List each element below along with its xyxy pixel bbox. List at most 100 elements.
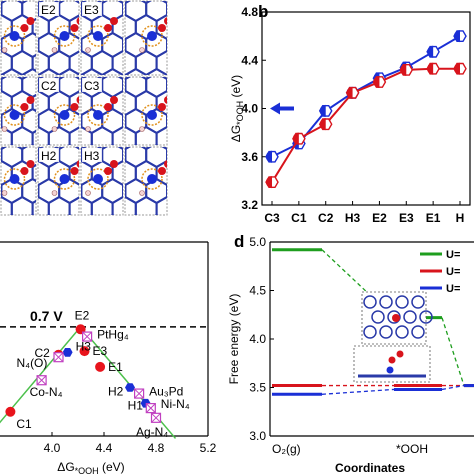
x-tick-label: C2 xyxy=(318,211,334,225)
oxygen-atom xyxy=(164,96,167,104)
x-tick-label: 5.2 xyxy=(200,441,217,455)
point-label: Co-N₄ xyxy=(30,385,63,399)
point-label: Ag-N₄ xyxy=(136,425,168,439)
inset-ring xyxy=(419,310,433,324)
point-label: E2 xyxy=(75,308,90,322)
point-marker-cross xyxy=(151,412,161,423)
oxygen-atom xyxy=(104,167,112,175)
point-marker xyxy=(125,383,135,392)
x-tick-label: 4.8 xyxy=(148,441,165,455)
metal-atom xyxy=(59,110,70,120)
legend-label: U= xyxy=(446,283,460,295)
active-site-ring xyxy=(53,25,76,47)
active-site-ring xyxy=(3,104,26,126)
lattice-bond xyxy=(155,49,167,75)
state-label: *OOH xyxy=(396,442,428,456)
lattice-bond xyxy=(31,53,36,73)
metal-atom xyxy=(147,110,157,120)
data-point-half xyxy=(373,75,380,88)
metal-atom xyxy=(93,110,103,120)
point-marker-cross xyxy=(36,375,47,386)
hydrogen-atom xyxy=(51,190,58,196)
structure-cell: C2 xyxy=(37,76,80,146)
lattice-bond xyxy=(111,195,123,215)
energy-connector xyxy=(321,388,395,395)
y-axis-label: ΔG*OOH (eV) xyxy=(229,75,245,142)
oxygen-atom xyxy=(70,24,79,32)
data-point-half xyxy=(454,30,460,43)
lattice-bond xyxy=(111,49,123,75)
x-tick-label: H3 xyxy=(345,211,361,225)
active-site-ring xyxy=(87,25,109,47)
hydrogen-atom xyxy=(139,190,145,196)
oxygen-atom xyxy=(392,314,400,322)
data-point-half xyxy=(266,176,272,189)
point-label: N₄(O) xyxy=(17,356,48,370)
lattice-bond xyxy=(111,125,123,145)
lattice-bond xyxy=(31,129,36,145)
hydrogen-atom xyxy=(51,126,58,132)
structure-label: E2 xyxy=(41,3,56,17)
structure-cell xyxy=(0,146,37,216)
data-point-half xyxy=(427,62,434,75)
hydrogen-atom xyxy=(1,47,8,53)
metal-atom xyxy=(9,174,20,184)
chart-b: 3.2 3.6 4.0 4.4 4.8 C3 C1 C2 H3 E2 E3 E1 H ΔG*OOH (eV… xyxy=(229,5,471,225)
oxygen-atom xyxy=(76,96,79,104)
lattice xyxy=(81,147,123,215)
structure-inset xyxy=(353,345,431,383)
potential-annotation: 0.7 V xyxy=(30,308,63,324)
energy-connector xyxy=(321,249,395,319)
structure-label: C3 xyxy=(84,79,100,93)
hydrogen-atom xyxy=(85,190,91,196)
lattice xyxy=(1,77,36,145)
point-label: C2 xyxy=(35,346,51,360)
metal-atom xyxy=(59,31,70,41)
hydrogen-atom xyxy=(1,126,8,132)
lattice xyxy=(125,147,167,215)
oxygen-atom xyxy=(104,24,112,32)
y-tick-label: 3.2 xyxy=(241,198,258,212)
inset-ring xyxy=(371,310,385,324)
cell-label-bg xyxy=(39,148,59,162)
point-marker xyxy=(79,346,90,357)
lattice-bond xyxy=(68,160,79,186)
data-point-half xyxy=(454,62,460,75)
x-tick-label: E3 xyxy=(399,211,414,225)
y-tick-label: 3.6 xyxy=(241,150,258,164)
active-site-ring xyxy=(141,104,163,126)
oxygen-atom xyxy=(158,167,166,175)
active-site-ring xyxy=(3,168,26,190)
lattice-bond xyxy=(68,196,79,215)
x-tick-label: H xyxy=(456,211,465,225)
y-tick-label: 4.0 xyxy=(249,332,266,346)
chart-d: 3.0 3.5 4.0 4.5 5.0 Free energy (eV) Coordinat… xyxy=(227,236,474,474)
oxygen-atom xyxy=(26,96,35,104)
point-marker xyxy=(95,361,106,372)
data-point-half xyxy=(319,104,326,117)
oxygen-atom xyxy=(158,24,166,32)
cell-label-bg xyxy=(82,2,102,16)
inset-ring xyxy=(387,310,401,324)
lattice-bond xyxy=(155,89,167,117)
lattice xyxy=(38,1,79,75)
active-site-ring xyxy=(87,168,109,190)
inset-ring xyxy=(395,325,409,339)
lattice-bond xyxy=(68,90,79,116)
oxygen-atom xyxy=(26,160,35,168)
hydrogen-atom xyxy=(85,126,91,132)
active-site-ring xyxy=(141,25,163,47)
lattice-bond xyxy=(155,195,167,215)
x-tick-label: C1 xyxy=(291,211,307,225)
oxygen-atom xyxy=(110,17,118,25)
oxygen-atom xyxy=(396,350,404,358)
inset-ring xyxy=(411,295,425,309)
active-site-ring xyxy=(53,104,76,126)
structure-label: C2 xyxy=(41,79,57,93)
point-label: H3 xyxy=(76,339,92,353)
oxygen-atom xyxy=(388,356,396,364)
point-label: Au₃Pd xyxy=(149,385,183,399)
x-tick-label: E1 xyxy=(426,211,441,225)
cell-label-bg xyxy=(82,148,102,162)
lattice xyxy=(38,77,79,145)
